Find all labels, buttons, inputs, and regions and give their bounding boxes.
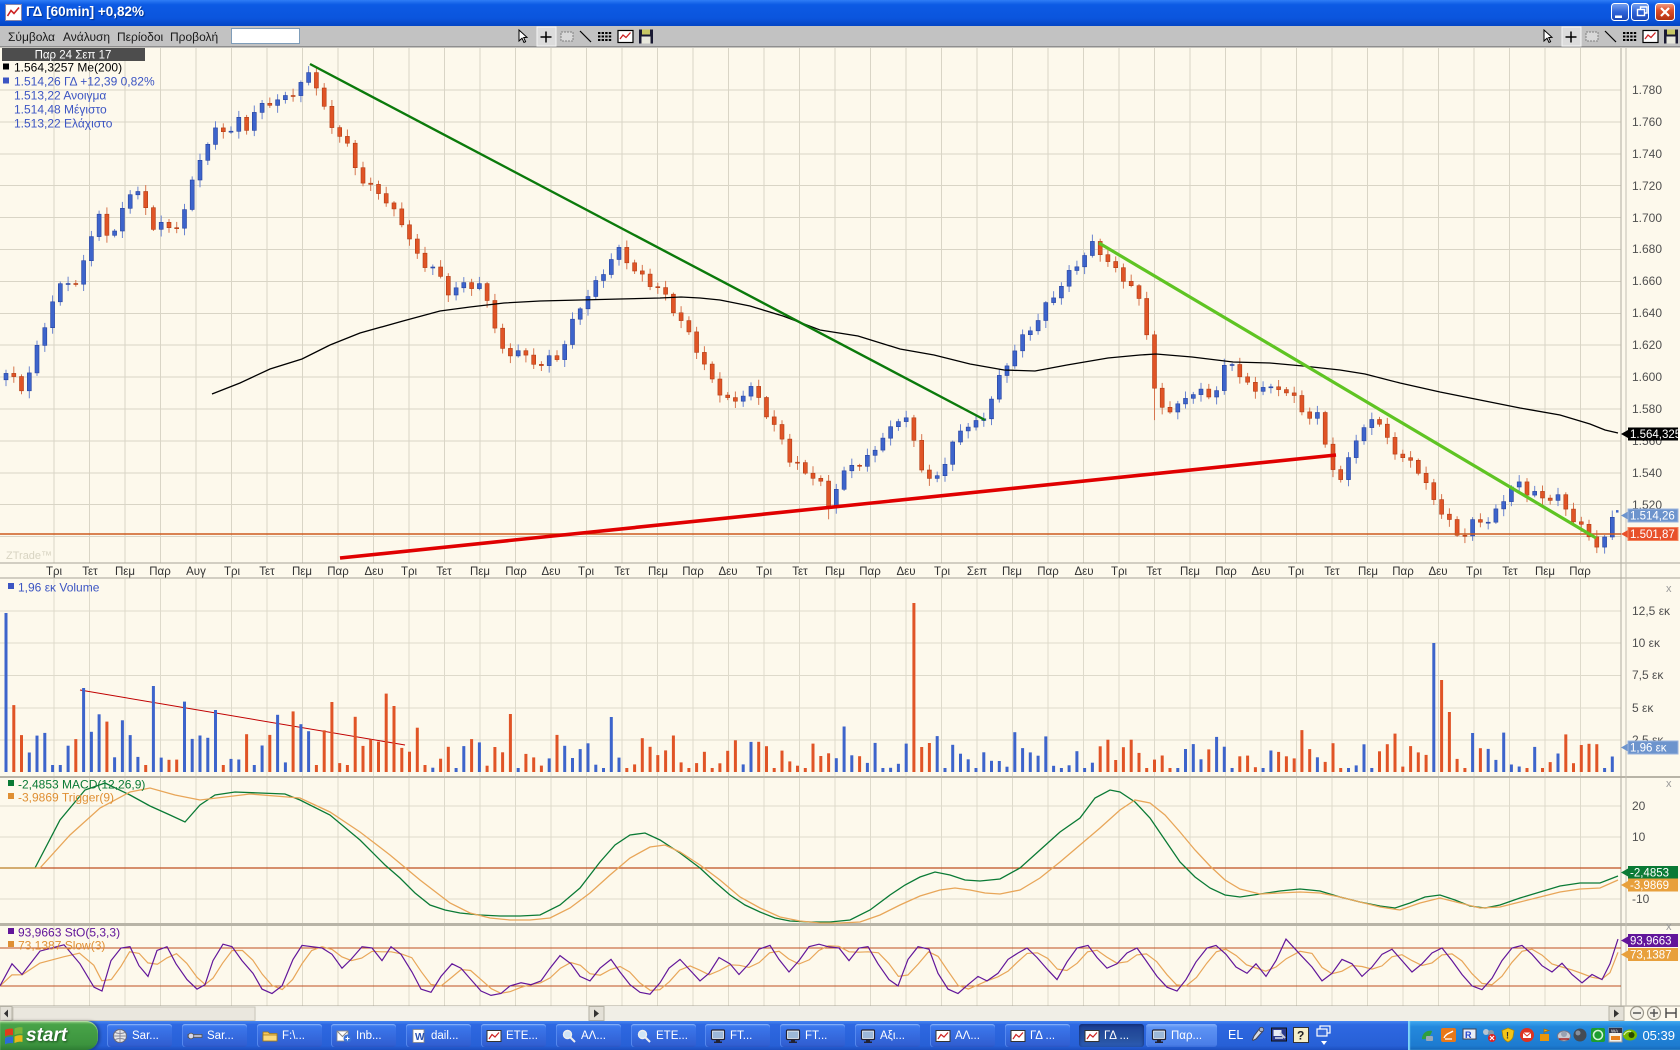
svg-text:x: x — [1666, 583, 1672, 595]
svg-text:Τρι: Τρι — [1111, 566, 1128, 578]
svg-text:Πεμ: Πεμ — [648, 566, 668, 578]
svg-text:Παρ: Παρ — [1037, 566, 1059, 578]
svg-text:?: ? — [1297, 1029, 1304, 1043]
svg-text:Παρ 24 Σεπ 17: Παρ 24 Σεπ 17 — [35, 50, 112, 62]
svg-text:-10: -10 — [1632, 892, 1650, 906]
svg-text:1.780: 1.780 — [1632, 83, 1662, 97]
svg-text:Τετ: Τετ — [614, 566, 630, 578]
svg-text:Πεμ: Πεμ — [115, 566, 135, 578]
svg-text:Δευ: Δευ — [896, 566, 915, 578]
svg-text:73,1387: 73,1387 — [1630, 950, 1672, 962]
svg-text:Τρι: Τρι — [934, 566, 951, 578]
svg-text:Πεμ: Πεμ — [470, 566, 490, 578]
svg-text:Δευ: Δευ — [541, 566, 560, 578]
svg-text:Σεπ: Σεπ — [967, 566, 987, 578]
svg-text:Παρ: Παρ — [1392, 566, 1414, 578]
svg-text:Παρ: Παρ — [505, 566, 527, 578]
svg-text:Παρ: Παρ — [149, 566, 171, 578]
svg-text:Τετ: Τετ — [1324, 566, 1340, 578]
svg-text:-2,4853 MACD(12,26,9): -2,4853 MACD(12,26,9) — [18, 778, 145, 792]
svg-text:Δευ: Δευ — [1251, 566, 1270, 578]
svg-text:1.564,325: 1.564,325 — [1630, 429, 1680, 441]
svg-text:1.700: 1.700 — [1632, 211, 1662, 225]
svg-text:Πεμ: Πεμ — [1180, 566, 1200, 578]
svg-text:Παρ: Παρ — [1569, 566, 1591, 578]
svg-text:Τετ: Τετ — [1502, 566, 1518, 578]
svg-text:Πεμ: Πεμ — [1002, 566, 1022, 578]
svg-text:73,1387 Slow(3): 73,1387 Slow(3) — [18, 939, 105, 953]
svg-text:1.540: 1.540 — [1632, 466, 1662, 480]
svg-text:1.580: 1.580 — [1632, 402, 1662, 416]
svg-text:7,5 εκ: 7,5 εκ — [1632, 668, 1664, 682]
svg-text:Πεμ: Πεμ — [1535, 566, 1555, 578]
svg-text:Δευ: Δευ — [364, 566, 383, 578]
svg-text:1.640: 1.640 — [1632, 306, 1662, 320]
svg-text:Παρ: Παρ — [327, 566, 349, 578]
svg-text:Αυγ: Αυγ — [186, 566, 206, 578]
svg-text:-3,9869: -3,9869 — [1630, 880, 1669, 892]
svg-text:Τετ: Τετ — [259, 566, 275, 578]
svg-text:Τρι: Τρι — [756, 566, 773, 578]
svg-text:!: ! — [1506, 1031, 1509, 1041]
svg-text:1,96 εκ Volume: 1,96 εκ Volume — [18, 581, 100, 595]
svg-text:Τετ: Τετ — [436, 566, 452, 578]
svg-text:R: R — [1465, 1030, 1472, 1040]
svg-text:Παρ: Παρ — [859, 566, 881, 578]
svg-text:1,96 εκ: 1,96 εκ — [1630, 743, 1667, 755]
svg-text:Δευ: Δευ — [1428, 566, 1447, 578]
svg-text:ZTrade™: ZTrade™ — [6, 550, 52, 562]
svg-text:12,5 εκ: 12,5 εκ — [1632, 604, 1671, 618]
svg-text:1.760: 1.760 — [1632, 115, 1662, 129]
svg-text:10 εκ: 10 εκ — [1632, 636, 1661, 650]
svg-text:Δευ: Δευ — [718, 566, 737, 578]
svg-text:Τετ: Τετ — [792, 566, 808, 578]
svg-text:1.740: 1.740 — [1632, 147, 1662, 161]
svg-text:1.660: 1.660 — [1632, 274, 1662, 288]
svg-text:93,9663 StO(5,3,3): 93,9663 StO(5,3,3) — [18, 926, 120, 940]
svg-text:WA: WA — [1611, 1029, 1618, 1034]
svg-text:1.600: 1.600 — [1632, 370, 1662, 384]
svg-text:Πεμ: Πεμ — [825, 566, 845, 578]
svg-text:1.680: 1.680 — [1632, 242, 1662, 256]
svg-text:W: W — [415, 1032, 425, 1043]
svg-text:Δευ: Δευ — [1074, 566, 1093, 578]
svg-text:Παρ: Παρ — [1215, 566, 1237, 578]
svg-text:1.513,22 Ανοιγμα: 1.513,22 Ανοιγμα — [14, 89, 106, 103]
svg-text:20: 20 — [1632, 799, 1646, 813]
svg-text:93,9663: 93,9663 — [1630, 936, 1672, 948]
svg-text:Τρι: Τρι — [224, 566, 241, 578]
svg-text:1.564,3257 Me(200): 1.564,3257 Me(200) — [14, 61, 122, 75]
svg-text:x: x — [1666, 778, 1672, 790]
svg-text:5 εκ: 5 εκ — [1632, 701, 1654, 715]
svg-text:x: x — [1666, 921, 1672, 933]
svg-text:Πεμ: Πεμ — [292, 566, 312, 578]
svg-text:Τρι: Τρι — [46, 566, 63, 578]
svg-text:-3,9869 Trigger(9): -3,9869 Trigger(9) — [18, 791, 114, 805]
svg-text:Τρι: Τρι — [1288, 566, 1305, 578]
svg-text:1.513,22 Ελάχιστο: 1.513,22 Ελάχιστο — [14, 117, 113, 131]
svg-text:1.514,48 Μέγιστο: 1.514,48 Μέγιστο — [14, 103, 107, 117]
svg-text:-2,4853: -2,4853 — [1630, 868, 1669, 880]
svg-text:Τρι: Τρι — [1466, 566, 1483, 578]
svg-text:Παρ: Παρ — [682, 566, 704, 578]
svg-text:1.720: 1.720 — [1632, 179, 1662, 193]
svg-text:Τρι: Τρι — [578, 566, 595, 578]
svg-text:1.514,26 ΓΔ +12,39 0,82%: 1.514,26 ΓΔ +12,39 0,82% — [14, 75, 155, 89]
svg-text:Τετ: Τετ — [82, 566, 98, 578]
svg-text:Τετ: Τετ — [1146, 566, 1162, 578]
svg-text:10: 10 — [1632, 830, 1646, 844]
svg-text:1.620: 1.620 — [1632, 338, 1662, 352]
svg-text:Τρι: Τρι — [401, 566, 418, 578]
svg-text:1.514,26: 1.514,26 — [1630, 511, 1675, 523]
svg-text:1.501,87: 1.501,87 — [1630, 529, 1675, 541]
svg-text:Πεμ: Πεμ — [1358, 566, 1378, 578]
